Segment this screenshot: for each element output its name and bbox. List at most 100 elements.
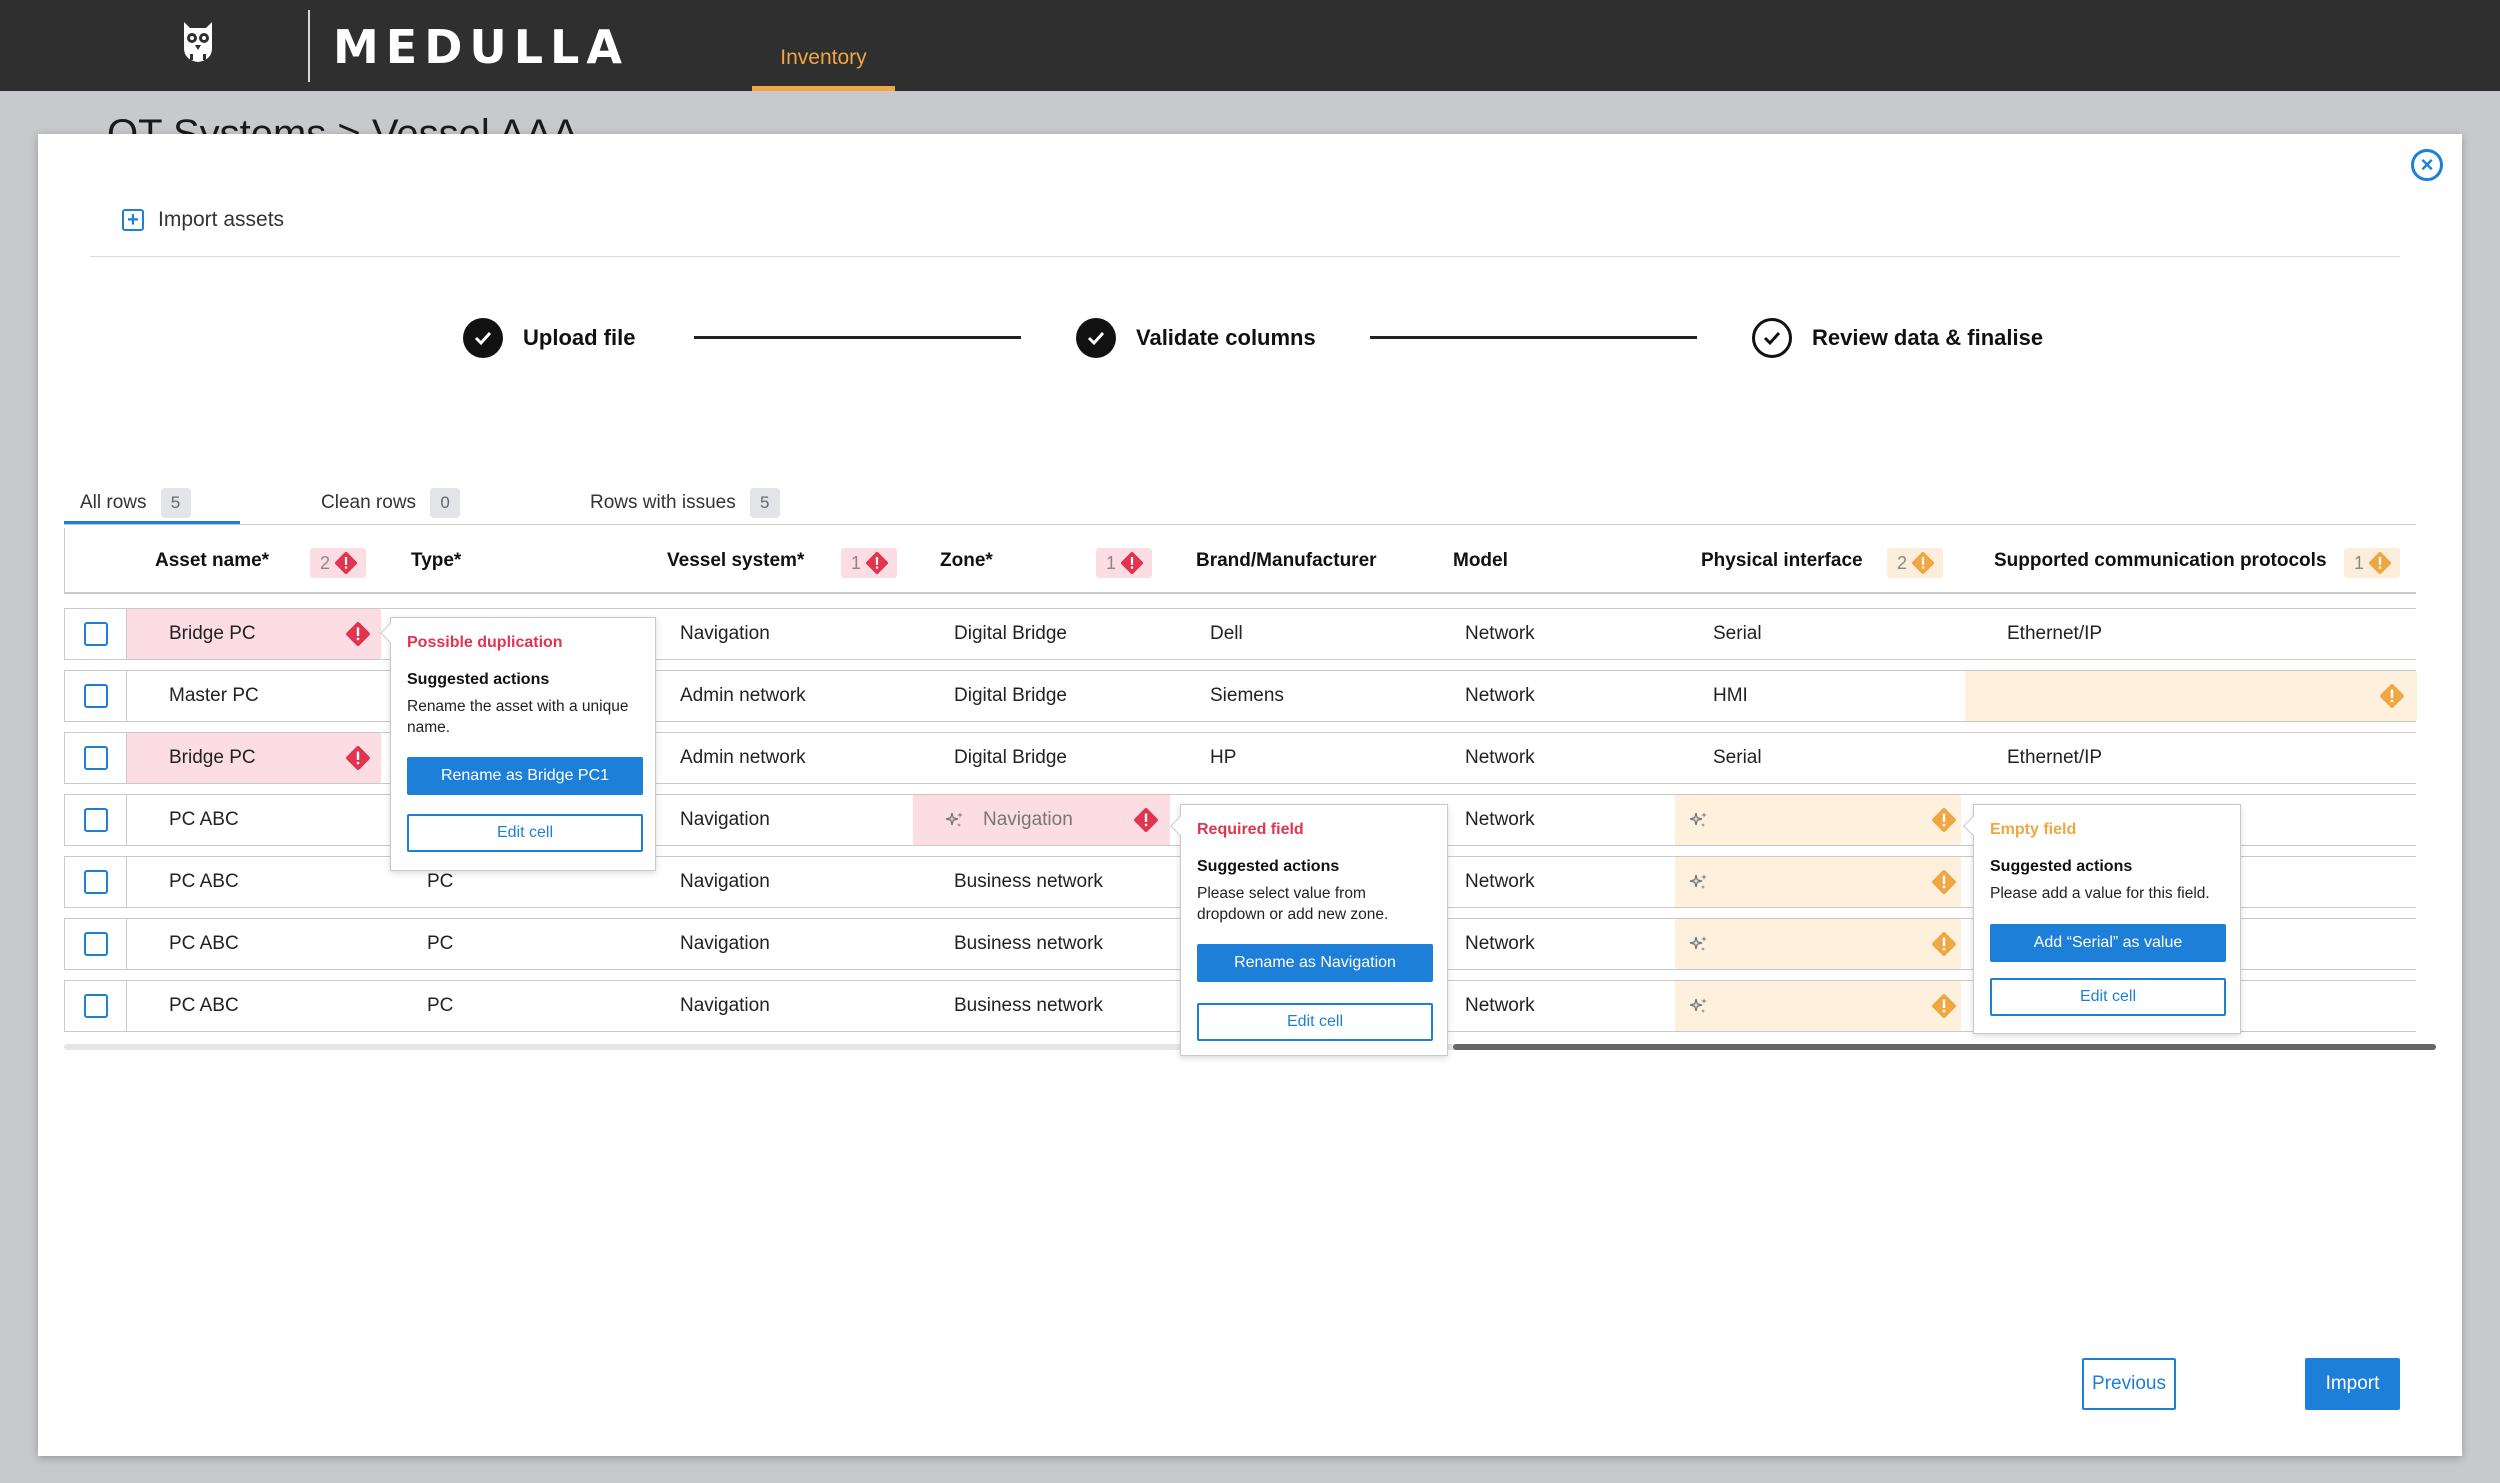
brand-cell[interactable]: Dell [1210,623,1243,644]
protocols-cell[interactable]: Ethernet/IP [2007,747,2103,768]
asset-name-cell[interactable]: PC ABC [169,809,239,830]
protocols-cell[interactable] [1965,671,2417,721]
vessel-system-cell[interactable]: Navigation [680,933,770,954]
close-circle-icon[interactable]: × [2411,149,2443,181]
row-select-cell [65,919,127,969]
warning-diamond-icon[interactable] [1931,993,1957,1019]
brand-cell[interactable]: Siemens [1210,685,1284,706]
warning-diamond-icon[interactable] [1931,931,1957,957]
asset-name-cell[interactable]: PC ABC [169,995,239,1016]
top-bar: MEDULLA Inventory [0,0,2500,91]
check-icon [1752,318,1792,358]
column-header-physical-interface[interactable]: Physical interface [1701,550,1863,571]
zone-cell[interactable]: Business network [954,995,1103,1016]
popover-text-line: Please select value from [1197,885,1366,902]
column-header-vessel-system[interactable]: Vessel system* [667,550,805,571]
brand-name: MEDULLA [333,20,629,74]
warning-diamond-icon[interactable] [2379,683,2405,709]
row-checkbox[interactable] [83,870,108,894]
column-header-protocols[interactable]: Supported communication protocols [1994,550,2327,571]
model-cell[interactable]: Network [1465,871,1535,892]
physical-interface-cell[interactable] [1675,857,1961,907]
physical-interface-cell[interactable]: HMI [1713,685,1748,706]
type-cell[interactable]: PC [427,933,454,954]
nav-tab-inventory[interactable]: Inventory [752,0,895,91]
table-row[interactable]: PC ABC Navigation Navigation Network [64,794,2416,846]
physical-interface-cell[interactable] [1675,919,1961,969]
add-value-button[interactable]: Add “Serial” as value [1990,924,2226,962]
row-checkbox[interactable] [83,622,108,646]
check-icon [463,318,503,358]
issue-count: 1 [1106,552,1117,573]
asset-name-cell[interactable]: PC ABC [169,871,239,892]
column-header-model[interactable]: Model [1453,550,1508,571]
error-diamond-icon[interactable] [1133,807,1159,833]
step-label: Review data & finalise [1812,325,2044,350]
zone-cell[interactable]: Digital Bridge [954,747,1067,768]
row-select-cell [65,981,127,1031]
column-header-type[interactable]: Type* [411,550,462,571]
edit-cell-button[interactable]: Edit cell [1990,978,2226,1016]
rename-suggestion-button[interactable]: Rename as Navigation [1197,944,1433,982]
zone-cell[interactable]: Business network [954,933,1103,954]
column-header-asset-name[interactable]: Asset name* [155,550,270,571]
zone-cell[interactable]: Business network [954,871,1103,892]
import-button[interactable]: Import [2305,1358,2400,1410]
table-row[interactable]: Master PC Admin network Digital Bridge S… [64,670,2417,722]
row-checkbox[interactable] [83,808,108,832]
previous-button[interactable]: Previous [2082,1358,2176,1410]
column-header-brand[interactable]: Brand/Manufacturer [1196,550,1377,571]
row-checkbox[interactable] [83,994,108,1018]
model-cell[interactable]: Network [1465,995,1535,1016]
model-cell[interactable]: Network [1465,623,1535,644]
model-cell[interactable]: Network [1465,747,1535,768]
horizontal-scrollbar-thumb[interactable] [1453,1044,2436,1050]
rename-suggestion-button[interactable]: Rename as Bridge PC1 [407,757,643,795]
asset-name-cell[interactable]: Bridge PC [127,733,381,783]
popover-subtitle: Suggested actions [407,671,550,688]
model-cell[interactable]: Network [1465,809,1535,830]
popover-title: Empty field [1990,821,2077,838]
zone-cell[interactable]: Digital Bridge [954,685,1067,706]
type-cell[interactable]: PC [427,995,454,1016]
vessel-system-cell[interactable]: Admin network [680,747,806,768]
physical-interface-cell[interactable]: Serial [1713,747,1762,768]
zone-cell[interactable]: Digital Bridge [954,623,1067,644]
popover-text-line: Please add a value for this field. [1990,885,2210,902]
asset-name-cell[interactable]: Master PC [169,685,259,706]
physical-interface-cell[interactable] [1675,981,1961,1031]
type-cell[interactable]: PC [427,871,454,892]
vessel-system-cell[interactable]: Navigation [680,995,770,1016]
tab-clean-rows[interactable]: Clean rows 0 [321,483,461,523]
physical-interface-cell[interactable] [1675,795,1961,845]
asset-name-cell[interactable]: Bridge PC [127,609,381,659]
vessel-system-cell[interactable]: Navigation [680,871,770,892]
model-cell[interactable]: Network [1465,933,1535,954]
physical-interface-cell[interactable]: Serial [1713,623,1762,644]
asset-name-cell[interactable]: PC ABC [169,933,239,954]
row-checkbox[interactable] [83,932,108,956]
table-row[interactable]: Bridge PC Navigation Digital Bridge Dell… [64,608,2416,660]
table-row[interactable]: Bridge PC Admin network Digital Bridge H… [64,732,2416,784]
tab-rows-with-issues[interactable]: Rows with issues 5 [590,483,780,523]
row-checkbox[interactable] [83,746,108,770]
edit-cell-button[interactable]: Edit cell [1197,1003,1433,1041]
zone-cell[interactable]: Navigation [913,795,1170,845]
tab-all-rows[interactable]: All rows 5 [80,483,191,523]
row-checkbox[interactable] [83,684,108,708]
brand-cell[interactable]: HP [1210,747,1237,768]
step-label: Upload file [523,325,636,350]
protocols-cell[interactable]: Ethernet/IP [2007,623,2103,644]
tab-label: All rows [80,492,147,513]
warning-diamond-icon[interactable] [1931,869,1957,895]
edit-cell-button[interactable]: Edit cell [407,814,643,852]
tabs-divider [64,524,2416,525]
column-header-zone[interactable]: Zone* [940,550,993,571]
model-cell[interactable]: Network [1465,685,1535,706]
warning-diamond-icon[interactable] [1931,807,1957,833]
error-diamond-icon[interactable] [345,745,371,771]
vessel-system-cell[interactable]: Navigation [680,623,770,644]
vessel-system-cell[interactable]: Navigation [680,809,770,830]
error-diamond-icon[interactable] [345,621,371,647]
vessel-system-cell[interactable]: Admin network [680,685,806,706]
